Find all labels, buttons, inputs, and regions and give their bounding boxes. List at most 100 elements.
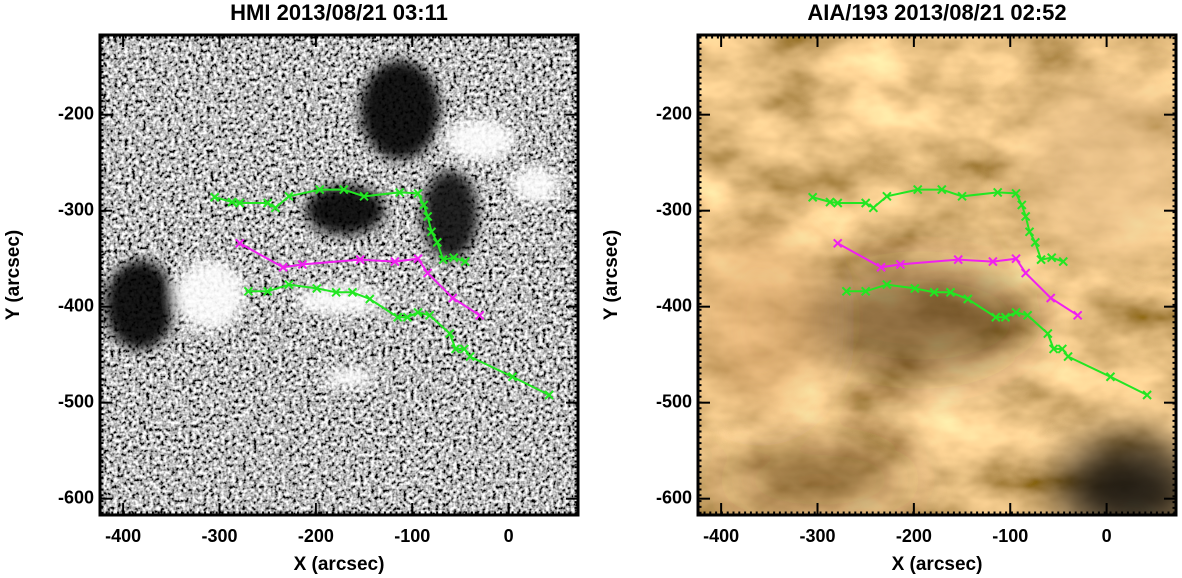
y-tick-label: -500: [58, 391, 94, 411]
trace-marker: [1058, 256, 1068, 267]
trace-marker: [1011, 253, 1021, 264]
trace-marker: [1063, 351, 1073, 362]
trace-marker: [544, 390, 554, 400]
trace-marker: [1011, 307, 1021, 318]
trace-marker: [945, 287, 956, 297]
trace-marker: [235, 198, 245, 208]
y-tick-label: -200: [656, 103, 692, 123]
trace-marker: [278, 262, 288, 273]
trace-marker: [507, 372, 518, 382]
trace-marker: [413, 253, 423, 264]
trace-marker: [1017, 200, 1027, 210]
trace-marker: [860, 198, 871, 208]
x-tick-label: -300: [799, 526, 835, 546]
trace-marker: [833, 198, 843, 208]
trace-marker: [860, 286, 871, 297]
trace-marker: [448, 293, 458, 303]
trace-marker: [347, 287, 358, 297]
trace-marker: [1046, 253, 1057, 263]
chart-title: HMI 2013/08/21 03:11: [230, 0, 448, 25]
x-tick-label: -300: [201, 526, 237, 546]
trace-marker: [991, 312, 1001, 322]
trace-marker: [355, 254, 365, 265]
trace-marker: [413, 188, 423, 199]
trace-marker: [1043, 328, 1053, 339]
trace-marker: [882, 279, 892, 290]
trace-marker: [297, 259, 308, 270]
x-tick-label: -400: [105, 526, 141, 546]
y-tick-label: -200: [58, 103, 94, 123]
trace-marker: [1024, 227, 1035, 237]
trace-marker: [1036, 254, 1046, 265]
trace-marker: [331, 287, 341, 297]
trace-marker: [807, 192, 818, 202]
trace-marker: [1142, 390, 1152, 400]
trace-marker: [422, 268, 433, 278]
trace-marker: [312, 283, 322, 294]
trace-marker: [1022, 310, 1033, 321]
trace-marker: [868, 203, 879, 213]
trace-marker: [1020, 211, 1031, 222]
trace-line: [214, 188, 466, 263]
y-tick-label: -500: [656, 391, 692, 411]
trace-marker: [953, 254, 963, 265]
trace-marker: [270, 203, 281, 213]
trace-marker: [937, 184, 947, 195]
trace-marker: [913, 184, 923, 195]
trace-marker: [460, 256, 470, 267]
trace-marker: [993, 187, 1003, 198]
trace-marker: [393, 312, 403, 322]
trace-marker: [339, 184, 349, 195]
trace-marker: [448, 253, 459, 263]
trace-marker: [426, 227, 437, 237]
trace-marker: [1048, 344, 1059, 354]
aia-image: [698, 35, 1176, 515]
trace-marker: [432, 237, 443, 248]
x-tick-label: 0: [504, 526, 514, 546]
trace-marker: [209, 192, 220, 202]
x-tick-label: -200: [896, 526, 932, 546]
y-tick-label: -600: [58, 487, 94, 507]
trace-marker: [390, 256, 400, 267]
trace-marker: [895, 259, 906, 270]
trace-marker: [876, 262, 886, 273]
trace-marker: [262, 198, 273, 208]
trace-marker: [450, 344, 461, 354]
trace-marker: [910, 283, 920, 294]
trace-marker: [419, 200, 429, 210]
trace-marker: [424, 310, 435, 321]
y-tick-label: -600: [656, 487, 692, 507]
chart-title: AIA/193 2013/08/21 02:52: [807, 0, 1066, 25]
trace-marker: [235, 238, 245, 249]
y-tick-label: -300: [656, 199, 692, 219]
plot-frame-minor: [99, 34, 579, 516]
trace-marker: [1072, 310, 1083, 321]
hmi-image: [100, 35, 578, 515]
trace-marker: [413, 307, 423, 318]
trace-marker: [833, 238, 843, 249]
y-tick-label: -400: [656, 295, 692, 315]
trace-marker: [841, 286, 852, 297]
trace-marker: [957, 191, 967, 201]
trace-marker: [465, 351, 475, 362]
trace-marker: [988, 256, 998, 267]
plot-frame-minor: [697, 34, 1177, 516]
x-tick-label: -400: [703, 526, 739, 546]
trace-marker: [882, 191, 892, 201]
y-tick-label: -400: [58, 295, 94, 315]
trace-marker: [243, 286, 254, 297]
trace-marker: [963, 294, 973, 304]
trace-line: [812, 188, 1064, 263]
trace-marker: [395, 187, 405, 198]
trace-marker: [825, 197, 835, 207]
x-axis-label: X (arcsec): [294, 554, 385, 575]
trace-marker: [365, 294, 375, 304]
trace-marker: [1046, 293, 1056, 303]
x-axis-label: X (arcsec): [892, 554, 983, 575]
trace-marker: [315, 184, 325, 195]
trace-marker: [262, 286, 273, 297]
trace-marker: [284, 191, 294, 201]
trace-marker: [445, 328, 455, 339]
trace-marker: [1011, 188, 1021, 199]
trace-marker: [227, 197, 237, 207]
